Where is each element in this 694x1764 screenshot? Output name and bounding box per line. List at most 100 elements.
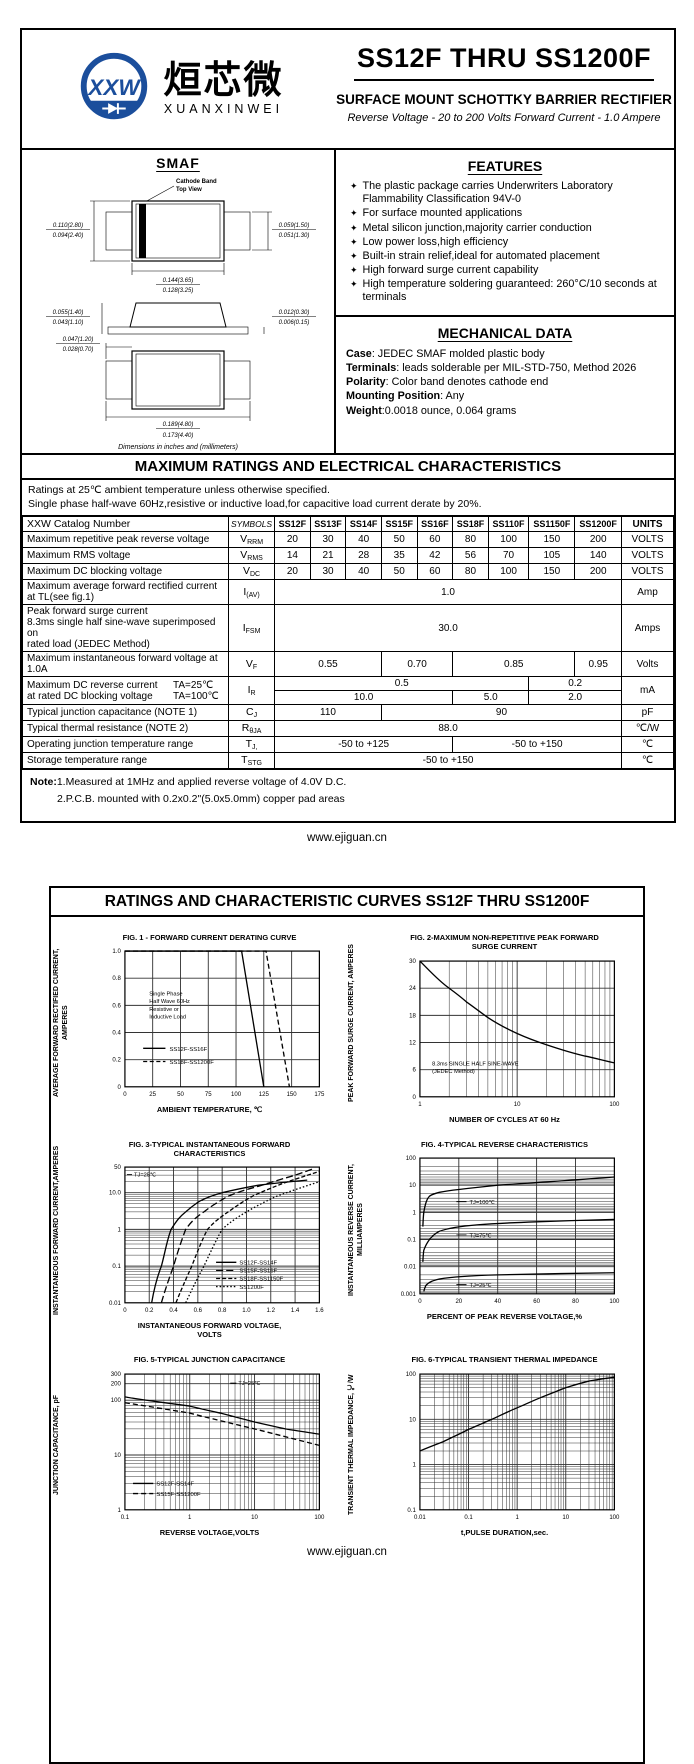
col-header-device: SS18F xyxy=(452,516,489,533)
fig3-y-axis-label: INSTANTANEOUS FORWARD CURRENT,AMPERES xyxy=(53,1145,60,1315)
svg-text:0.1: 0.1 xyxy=(407,1508,416,1514)
svg-text:75: 75 xyxy=(204,1092,211,1098)
mech-row-weight: Weight:0.0018 ounce, 0.064 grams xyxy=(346,404,517,417)
table-row-vf: Maximum instantaneous forward voltage at… xyxy=(22,651,674,678)
symbol-tj: TJ, xyxy=(227,736,276,754)
website-link[interactable]: www.ejiguan.cn xyxy=(307,831,387,844)
fig1-x-axis-label: AMBIENT TEMPERATURE, ℃ xyxy=(156,1105,263,1115)
svg-text:1: 1 xyxy=(418,1102,422,1108)
fig1-legend-solid: SS12F-SS16F xyxy=(169,1047,207,1053)
svg-text:0.1: 0.1 xyxy=(464,1515,473,1521)
fig5-legend-1: SS12F-SS14F xyxy=(156,1481,194,1487)
figure-1: AVERAGE FORWARD RECTIFIED CURRENT, AMPER… xyxy=(53,933,344,1124)
lead-left xyxy=(105,211,133,251)
symbol-iav: I(AV) xyxy=(227,579,276,606)
fig1-y-axis-label: AVERAGE FORWARD RECTIFIED CURRENT, AMPER… xyxy=(53,948,69,1098)
table-note-2: 2.P.C.B. mounted with 0.2x0.2"(5.0x5.0mm… xyxy=(57,792,345,805)
table-row-tstg: Storage temperature range TSTG -50 to +1… xyxy=(22,752,674,770)
title-divider xyxy=(354,79,654,81)
svg-text:150: 150 xyxy=(286,1092,297,1098)
svg-text:1.4: 1.4 xyxy=(290,1308,299,1314)
svg-text:100: 100 xyxy=(230,1092,241,1098)
table-row-ir-25c: Maximum DC reverse current TA=25℃ at rate… xyxy=(22,676,674,706)
symbol-tstg: TSTG xyxy=(227,752,276,770)
company-logo: XXW 烜芯微 XUANXINWEI xyxy=(22,30,334,148)
figure-3: INSTANTANEOUS FORWARD CURRENT,AMPERES FI… xyxy=(53,1140,344,1340)
dim-lead-width: 0.059(1.50) xyxy=(279,223,310,229)
bullet-icon: ✦ xyxy=(350,265,358,276)
ir-label: Maximum DC reverse current TA=25℃ at rate… xyxy=(22,676,229,706)
datasheet-page-2: RATINGS AND CHARACTERISTIC CURVES SS12F … xyxy=(49,885,645,1764)
fig5-legend-2: SS15F-SS1200F xyxy=(156,1492,201,1498)
fig4-label-tj75: TJ=75℃ xyxy=(469,1234,492,1240)
svg-text:80: 80 xyxy=(572,1299,579,1305)
col-header-units: UNITS xyxy=(621,516,674,533)
ratings-table: XXW Catalog Number SYMBOLS SS12F SS13F S… xyxy=(22,516,674,770)
dimensions-footnote: Dimensions in inches and (millimeters) xyxy=(118,444,238,451)
curves-section-heading: RATINGS AND CHARACTERISTIC CURVES SS12F … xyxy=(51,888,643,917)
package-outline-panel: SMAF Cathode Band Top View 0.110(2.80) 0… xyxy=(22,150,336,453)
fig1-plot: Single Phase Half Wave 60Hz Resistive or… xyxy=(112,949,325,1098)
col-header-device: SS1200F xyxy=(574,516,622,533)
figure-4: INSTANTANEOUS REVERSE CURRENT, MILLIAMPE… xyxy=(348,1140,639,1340)
col-header-symbols: SYMBOLS xyxy=(227,516,276,533)
col-header-device: SS12F xyxy=(274,516,311,533)
symbol-cj: CJ xyxy=(227,704,276,722)
svg-text:20: 20 xyxy=(455,1299,462,1305)
svg-text:0.1: 0.1 xyxy=(407,1238,416,1244)
col-header-device: SS16F xyxy=(416,516,454,533)
table-row-vdc: Maximum DC blocking voltage VDC 20 30 40 50… xyxy=(22,563,674,581)
svg-text:TJ=25℃: TJ=25℃ xyxy=(134,1173,157,1179)
svg-text:Single Phase: Single Phase xyxy=(149,992,182,998)
feature-item: ✦ Low power loss,high efficiency xyxy=(350,235,509,248)
features-list: ✦ The plastic package carries Underwriter… xyxy=(346,180,664,305)
lead-right xyxy=(223,211,251,251)
table-row-vrms: Maximum RMS voltage VRMS 14 21 28 35 42 56 70 1… xyxy=(22,547,674,565)
fig3-legend-3: SS18F-SS1150F xyxy=(239,1277,283,1283)
fig4-label-tj25: TJ=25℃ xyxy=(469,1283,492,1289)
features-heading: FEATURES xyxy=(467,158,543,174)
mechanical-data-rows: Case: JEDEC SMAF molded plastic body Ter… xyxy=(346,347,664,418)
cathode-band-mark xyxy=(139,204,146,258)
fig2-plot: 8.3ms SINGLE HALF SINE-WAVE (JEDEC Metho… xyxy=(409,959,620,1108)
svg-text:0.001: 0.001 xyxy=(400,1292,416,1298)
svg-text:0.1: 0.1 xyxy=(120,1515,129,1521)
symbol-vdc: VDC xyxy=(227,563,276,581)
body-side-view xyxy=(129,302,227,328)
svg-text:300: 300 xyxy=(110,1372,121,1378)
bullet-icon: ✦ xyxy=(350,250,358,261)
mech-row-polarity: Polarity: Color band denotes cathode end xyxy=(346,376,549,389)
svg-text:24: 24 xyxy=(409,986,416,992)
fig3-legend-1: SS12F-SS14F xyxy=(239,1261,277,1267)
figures-grid: AVERAGE FORWARD RECTIFIED CURRENT, AMPER… xyxy=(51,917,643,1537)
svg-text:10: 10 xyxy=(251,1515,258,1521)
svg-text:0: 0 xyxy=(117,1085,121,1091)
svg-text:10: 10 xyxy=(409,1417,416,1423)
logo-english-name: XUANXINWEI xyxy=(163,102,284,116)
svg-text:175: 175 xyxy=(314,1092,325,1098)
fig5-x-axis-label: REVERSE VOLTAGE,VOLTS xyxy=(159,1527,260,1537)
feature-item: ✦ The plastic package carries Underwriter… xyxy=(350,180,613,206)
svg-text:10: 10 xyxy=(409,1183,416,1189)
figure-6: TRANSIENT THERMAL IMPEDANCE, ℃/W FIG. 6-… xyxy=(348,1355,639,1536)
ratings-condition-2: Single phase half-wave 60Hz,resistive or… xyxy=(28,498,482,511)
callout-top-view: Top View xyxy=(176,187,202,193)
fig5-y-axis-label: JUNCTION CAPACITANCE, pF xyxy=(53,1395,60,1496)
fig3-title: FIG. 3-TYPICAL INSTANTANEOUS FORWARD CHAR… xyxy=(128,1139,291,1158)
table-row-rthja: Typical thermal resistance (NOTE 2) RθJA… xyxy=(22,720,674,738)
symbol-rthja: RθJA xyxy=(227,720,276,738)
fig4-y-axis-label: INSTANTANEOUS REVERSE CURRENT, MILLIAMPE… xyxy=(348,1163,364,1296)
website-link[interactable]: www.ejiguan.cn xyxy=(307,1545,387,1558)
mechanical-data-section: MECHANICAL DATA Case: JEDEC SMAF molded … xyxy=(336,317,674,424)
svg-text:0.01: 0.01 xyxy=(404,1265,416,1271)
col-header-catalog-number: XXW Catalog Number xyxy=(22,516,229,533)
svg-text:100: 100 xyxy=(609,1102,620,1108)
dim-body-height: 0.055(1.40) xyxy=(53,310,84,316)
table-note-1: Note:1.Measured at 1MHz and applied reve… xyxy=(30,776,347,789)
callout-cathode-band: Cathode Band xyxy=(176,179,217,185)
svg-text:0.8: 0.8 xyxy=(217,1308,226,1314)
figure-5: JUNCTION CAPACITANCE, pF FIG. 5-TYPICAL … xyxy=(53,1355,344,1536)
svg-text:10: 10 xyxy=(562,1515,569,1521)
dim-overall-length: 0.189(4.80) xyxy=(163,422,194,428)
svg-text:18: 18 xyxy=(409,1013,416,1019)
